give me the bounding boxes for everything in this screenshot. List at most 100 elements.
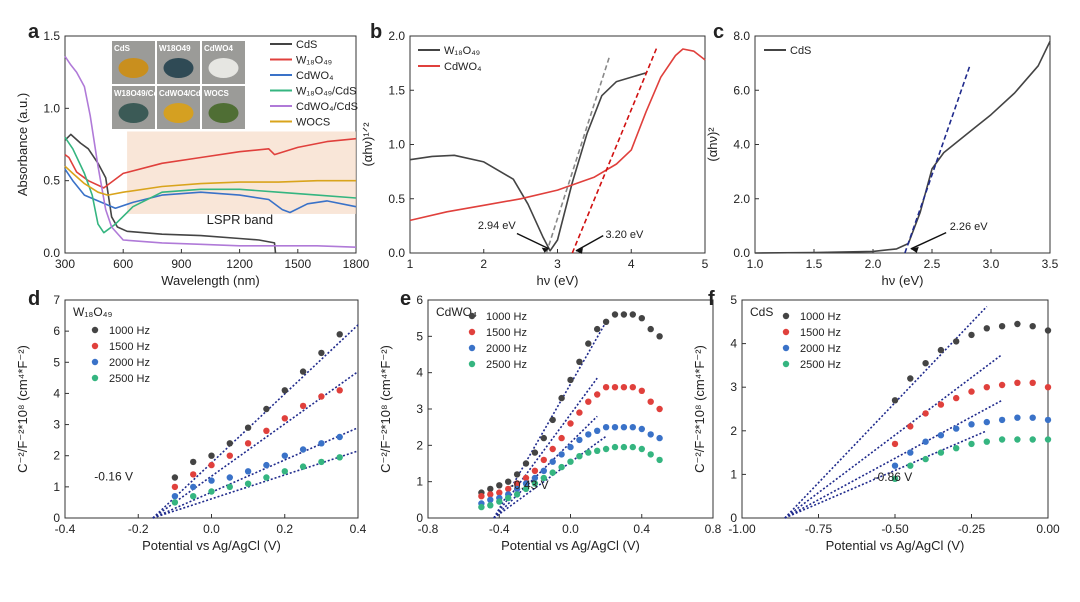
inset-photo: W18O49/CdS <box>112 86 164 129</box>
legend-marker <box>91 326 99 334</box>
series-1500-hz <box>891 379 1052 448</box>
fit-line <box>152 450 359 519</box>
y-tick-label: 8.0 <box>733 29 750 43</box>
panel-a: 300 600 900 1200 1500 1800 0.0 0.5 1.0 1.5 Wavelen… <box>15 21 370 288</box>
data-point <box>244 440 252 447</box>
data-point <box>983 438 990 445</box>
inset-photo: WOCS <box>202 86 245 129</box>
y-tick-label: 0.0 <box>43 246 60 260</box>
data-point <box>907 375 914 382</box>
x-tick-label: 0.4 <box>350 522 367 536</box>
x-tick-label: -0.8 <box>418 522 439 536</box>
y-axis-label: C⁻²/F⁻²*10⁸ (cm⁴*F⁻²) <box>15 345 30 473</box>
data-point <box>620 443 628 451</box>
panel-letter: b <box>370 21 382 43</box>
tangent-line-cds <box>904 65 971 254</box>
legend-entry: W₁₈O₄₉ <box>444 45 480 57</box>
data-point <box>513 485 521 493</box>
data-point <box>998 416 1006 424</box>
tangent-line-w18o49 <box>545 57 610 254</box>
x-tick-label: 3.5 <box>1042 257 1059 271</box>
legend: CdS W₁₈O₄₉ CdWO₄ W₁₈O₄₉/CdS CdWO₄/CdS WOCS <box>270 39 358 129</box>
data-point <box>263 405 270 413</box>
data-point <box>190 493 197 500</box>
series-line-w18o49 <box>64 137 357 189</box>
data-point <box>171 493 179 500</box>
fit-line <box>784 353 1003 519</box>
data-point <box>558 394 565 402</box>
y-tick-label: 0.0 <box>388 246 405 260</box>
data-point <box>522 480 530 487</box>
annotation-arrowhead <box>910 246 919 253</box>
data-point <box>891 462 899 469</box>
panel-letter: f <box>708 288 715 310</box>
y-tick-label: 6.0 <box>733 83 750 97</box>
data-point <box>513 480 521 487</box>
data-point <box>922 410 929 417</box>
y-axis-label: (αhν)¹ᐟ² <box>360 122 375 167</box>
inset-powder-sample <box>118 103 149 123</box>
panel-d: -0.4 -0.2 0.0 0.2 0.4 0 1 2 3 4 5 6 7 Potential vs Ag… <box>15 288 367 553</box>
x-tick-label: 0.0 <box>203 522 220 536</box>
x-tick-label: 0.0 <box>562 522 579 536</box>
data-point <box>263 427 270 434</box>
data-point <box>244 424 252 431</box>
data-point <box>318 458 325 466</box>
y-tick-label: 0.0 <box>733 246 750 260</box>
series-2000-hz <box>891 414 1052 469</box>
legend-entry: CdWO₄ <box>296 70 334 82</box>
data-point <box>531 467 539 474</box>
inset-photo-label: CdS <box>114 44 131 53</box>
y-tick-label: 2.0 <box>388 29 405 43</box>
data-point <box>629 443 636 451</box>
series-2500-hz <box>891 436 1052 482</box>
legend-entry: WOCS <box>296 117 330 129</box>
x-tick-label: -0.75 <box>805 522 833 536</box>
y-axis-label: (αhν)² <box>705 127 720 162</box>
data-point <box>299 402 307 410</box>
data-point <box>513 491 521 498</box>
series-line-cds <box>64 133 277 254</box>
y-tick-label: 2 <box>730 424 737 438</box>
data-point <box>208 477 215 484</box>
data-point <box>953 445 960 452</box>
data-point <box>558 463 565 471</box>
y-axis-label: C⁻²/F⁻²*10⁸ (cm⁴*F⁻²) <box>692 345 707 473</box>
x-tick-label: 4 <box>628 257 635 271</box>
legend-marker <box>91 358 99 366</box>
inset-powder-sample <box>208 58 239 78</box>
data-point <box>638 445 645 453</box>
legend-entry: 2500 Hz <box>109 373 150 385</box>
x-tick-label: 900 <box>171 257 191 271</box>
data-point <box>998 436 1006 443</box>
data-point <box>998 381 1006 389</box>
y-tick-label: 1.0 <box>43 101 60 115</box>
panel-c: 1.0 1.5 2.0 2.5 3.0 3.5 0.0 2.0 4.0 6.0 8.0 hν (eV)… <box>705 21 1059 288</box>
x-tick-label: 2 <box>480 257 487 271</box>
panel-f: -1.00 -0.75 -0.50 -0.25 0.00 0 1 2 3 4 5 Potential … <box>692 288 1060 553</box>
x-tick-label: -0.4 <box>489 522 510 536</box>
data-point <box>891 397 899 404</box>
y-tick-label: 1.5 <box>43 29 60 43</box>
data-point <box>602 318 610 325</box>
series-1500-hz <box>478 384 663 500</box>
y-tick-label: 1.5 <box>388 83 405 97</box>
data-point <box>487 491 494 498</box>
data-point <box>281 387 288 394</box>
data-point <box>576 453 583 460</box>
data-point <box>585 398 592 405</box>
data-point <box>585 449 592 456</box>
data-point <box>1029 379 1036 386</box>
legend-entry: 1500 Hz <box>109 341 150 353</box>
x-axis-label: Potential vs Ag/AgCl (V) <box>501 538 640 553</box>
inset-powder-sample <box>163 103 194 123</box>
legend-entry: W₁₈O₄₉ <box>296 55 332 67</box>
legend: 1000 Hz 1500 Hz 2000 Hz 2500 Hz <box>91 325 150 385</box>
y-tick-label: 3 <box>53 418 60 432</box>
legend-entry: 2000 Hz <box>486 343 527 355</box>
data-point <box>522 485 530 493</box>
data-point <box>647 325 654 333</box>
panel-letter: e <box>400 288 411 310</box>
lspr-band-label: LSPR band <box>207 212 274 227</box>
